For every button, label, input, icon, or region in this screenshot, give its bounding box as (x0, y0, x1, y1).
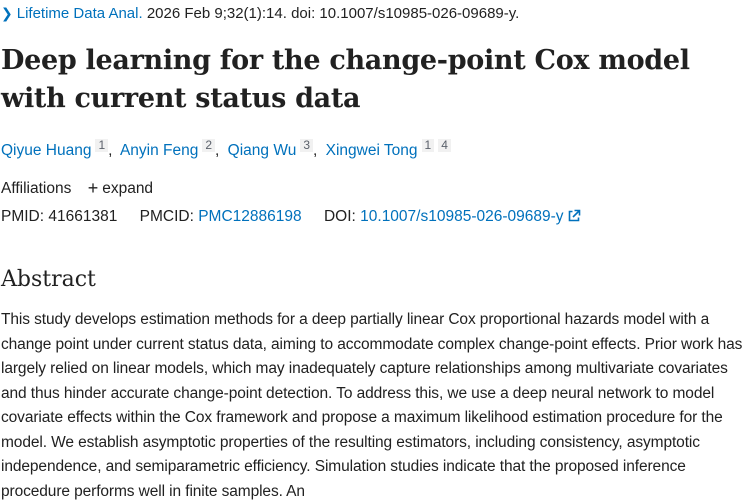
article-title: Deep learning for the change-point Cox m… (1, 45, 690, 114)
doi-value: 10.1007/s10985-026-09689-y (360, 208, 564, 225)
identifiers-row: PMID: 41661381 PMCID: PMC12886198 DOI: 1… (1, 205, 581, 229)
affiliation-ref[interactable]: 1 (421, 139, 435, 152)
author-link[interactable]: Qiyue Huang (1, 142, 92, 159)
abstract-text: This study develops estimation methods f… (1, 311, 743, 500)
citation-details: 2026 Feb 9;32(1):14. doi: 10.1007/s10985… (146, 5, 520, 22)
affiliation-ref[interactable]: 1 (95, 139, 109, 152)
author-link[interactable]: Anyin Feng (119, 142, 199, 159)
pmcid-link[interactable]: PMC12886198 (198, 208, 302, 225)
pmid-value: 41661381 (48, 208, 118, 225)
journal-link[interactable]: Lifetime Data Anal. (16, 5, 143, 22)
affiliation-ref[interactable]: 4 (438, 139, 451, 152)
author-item: Qiang Wu 3, (227, 139, 322, 160)
author-link[interactable]: Xingwei Tong (325, 142, 418, 159)
affiliations-expand-button[interactable]: + expand (88, 177, 153, 201)
chevron-right-icon[interactable]: ❯ (1, 5, 13, 21)
pmcid-label: PMCID: (139, 208, 194, 225)
citation-line: ❯ Lifetime Data Anal. 2026 Feb 9;32(1):14… (1, 3, 519, 24)
author-separator: , (108, 142, 113, 159)
affiliations-label: Affiliations (1, 180, 72, 197)
author-separator: , (215, 142, 220, 159)
author-link[interactable]: Qiang Wu (227, 142, 297, 159)
author-item: Anyin Feng 2, (119, 139, 223, 160)
affiliation-ref[interactable]: 2 (202, 139, 216, 152)
author-list: Qiyue Huang 1, Anyin Feng 2, Qiang Wu 3, Xi… (1, 138, 451, 164)
doi-link[interactable]: 10.1007/s10985-026-09689-y (360, 208, 580, 225)
author-item: Qiyue Huang 1, (1, 139, 116, 160)
author-item: Xingwei Tong 1 4 (325, 139, 451, 159)
affiliation-ref[interactable]: 3 (300, 139, 313, 152)
expand-label: expand (102, 180, 154, 197)
pmid-label: PMID: (1, 208, 45, 225)
external-link-icon (568, 209, 580, 222)
affiliations-row: Affiliations + expand (1, 177, 153, 201)
abstract-heading: Abstract (1, 267, 96, 292)
plus-icon: + (87, 178, 99, 198)
doi-label: DOI: (323, 208, 356, 225)
author-separator: , (313, 142, 318, 159)
